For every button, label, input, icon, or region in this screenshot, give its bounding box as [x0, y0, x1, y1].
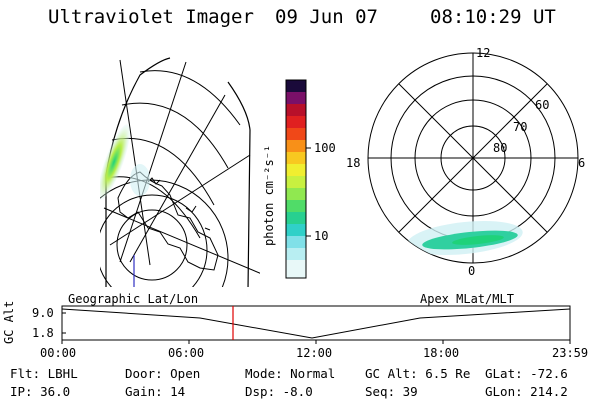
timeline-x-tick: 12:00: [296, 346, 333, 360]
cb-seg: [286, 200, 306, 212]
info-glon: GLon: 214.2: [485, 384, 568, 399]
polar-label-70: 70: [513, 120, 528, 134]
timeline-y-max: 9.0: [32, 306, 54, 320]
lat-arc-2: [121, 102, 229, 169]
date-label: 09 Jun 07: [275, 6, 378, 28]
cb-seg: [286, 140, 306, 152]
info-glat: GLat: -72.6: [485, 366, 568, 381]
timeline-frame: [61, 305, 571, 341]
info-door: Door: Open: [125, 366, 201, 381]
pole-circle-2: [100, 194, 208, 287]
cb-seg: [286, 188, 306, 200]
info-seq: Seq: 39: [365, 384, 418, 399]
aurora-polar-core: [452, 235, 504, 245]
polar-label-6: 6: [578, 156, 586, 170]
cb-seg: [286, 248, 306, 260]
aurora-geo-glow: [130, 164, 150, 196]
cb-seg: [286, 80, 306, 92]
polar-label-60: 60: [535, 98, 550, 112]
timeline-x-tick: 23:59: [552, 346, 589, 360]
instrument-title: Ultraviolet Imager: [48, 6, 254, 28]
info-gain: Gain: 14: [125, 384, 186, 399]
timeline-y-min: 1.8: [32, 326, 54, 340]
lon-line-4: [109, 154, 251, 246]
lon-line-2: [119, 59, 151, 266]
pole-circle-3: [100, 179, 229, 287]
altitude-curve: [61, 308, 571, 339]
info-flt: Flt: LBHL: [10, 366, 78, 381]
polar-label-80: 80: [493, 141, 508, 155]
cb-seg: [286, 224, 306, 236]
info-ip: IP: 36.0: [10, 384, 71, 399]
cb-seg: [286, 116, 306, 128]
timeline-right-label: Apex MLat/MLT: [420, 292, 514, 306]
timeline-x-tick: 18:00: [423, 346, 460, 360]
polar-label-0: 0: [468, 264, 476, 278]
geographic-map: [100, 57, 260, 287]
cb-seg: [286, 212, 306, 224]
polar-label-18: 18: [346, 156, 361, 170]
cb-seg: [286, 176, 306, 188]
colorbar: [285, 79, 311, 279]
cb-seg: [286, 104, 306, 116]
timeline-left-label: Geographic Lat/Lon: [68, 292, 199, 306]
lat-arc-1: [139, 70, 241, 126]
cb-seg: [286, 92, 306, 104]
cb-seg: [286, 236, 306, 248]
colorbar-frame: [285, 79, 307, 279]
pole-circle-1: [116, 209, 188, 281]
colorbar-tick-10: 10: [314, 229, 329, 243]
aurora-geo-arc: [100, 124, 131, 200]
polar-plot: [367, 52, 579, 264]
timeline-x-tick: 06:00: [168, 346, 205, 360]
timeline-y-label: GC Alt: [2, 300, 16, 344]
cb-seg: [286, 128, 306, 140]
info-mode: Mode: Normal: [245, 366, 336, 381]
lon-line-1: [119, 61, 187, 263]
time-label: 08:10:29 UT: [430, 6, 556, 28]
timeline-x-tick: 00:00: [40, 346, 77, 360]
cb-seg: [286, 152, 306, 164]
lat-arc-4: [105, 176, 201, 239]
timeline-plot: [61, 305, 571, 344]
colorbar-unit-label: photon cm⁻²s⁻¹: [262, 144, 276, 246]
info-gcalt: GC Alt: 6.5 Re: [365, 366, 471, 381]
colorbar-tick-100: 100: [314, 141, 336, 155]
cb-seg: [286, 164, 306, 176]
info-dsp: Dsp: -8.0: [245, 384, 313, 399]
lon-line-5: [103, 207, 260, 274]
lon-line-3: [129, 94, 226, 263]
polar-diag-2: [398, 83, 548, 233]
cb-seg: [286, 260, 306, 278]
polar-label-12: 12: [476, 46, 491, 60]
